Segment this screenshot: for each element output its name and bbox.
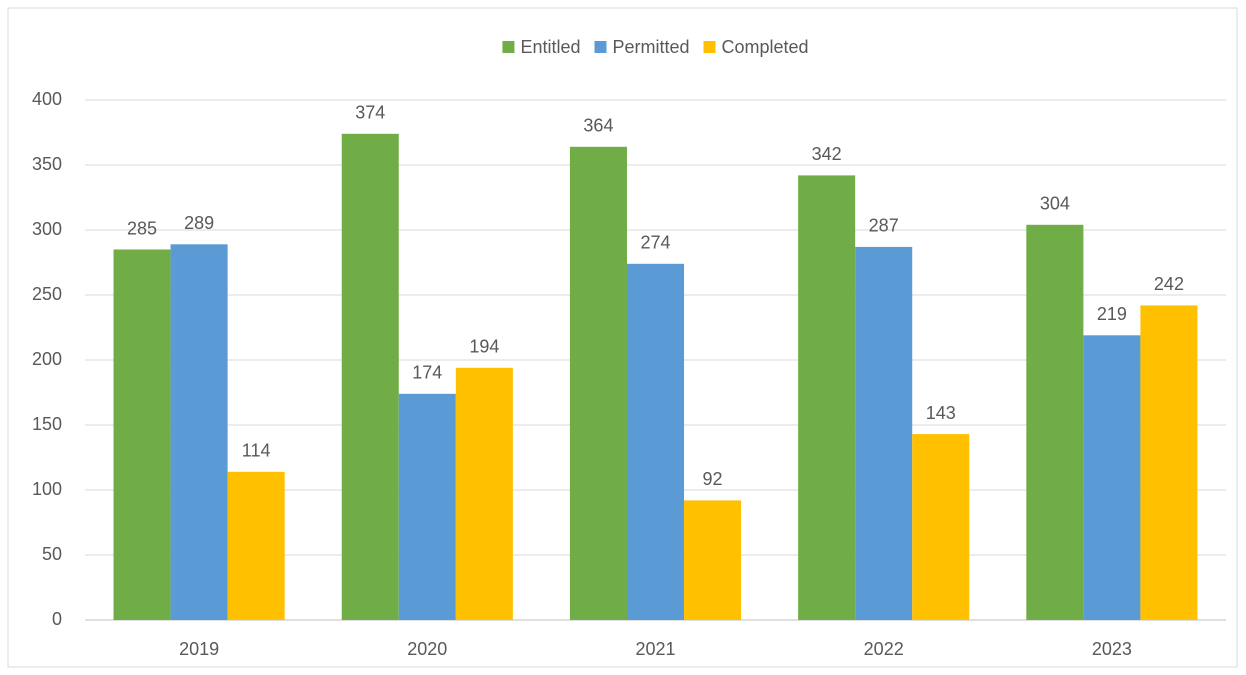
bar (1083, 335, 1141, 620)
y-tick-label: 350 (32, 154, 62, 174)
bar (626, 263, 685, 620)
bar (684, 500, 742, 620)
data-label: 143 (926, 403, 956, 423)
legend-label: Completed (722, 37, 809, 57)
bar (398, 393, 456, 620)
data-label: 274 (640, 233, 670, 253)
bar (569, 146, 627, 621)
bar (1140, 305, 1198, 620)
y-tick-label: 0 (52, 609, 62, 629)
bar (227, 471, 285, 620)
y-tick-label: 150 (32, 414, 62, 434)
data-label: 114 (242, 441, 271, 461)
data-label: 285 (127, 218, 157, 238)
data-label: 287 (869, 216, 899, 236)
bar (170, 244, 228, 621)
y-tick-label: 250 (32, 284, 62, 304)
legend-label: Entitled (520, 37, 580, 57)
data-label: 342 (812, 144, 842, 164)
legend-swatch (594, 41, 607, 53)
legend-label: Permitted (612, 37, 689, 57)
bar (912, 434, 970, 620)
legend-swatch (703, 41, 716, 53)
legend-swatch (502, 41, 515, 53)
bar (113, 249, 171, 620)
bar (798, 175, 856, 620)
bar (1026, 224, 1084, 621)
y-tick-label: 400 (32, 89, 62, 109)
y-tick-label: 50 (42, 544, 62, 564)
x-tick-label: 2023 (1092, 639, 1132, 659)
y-tick-label: 200 (32, 349, 62, 369)
data-label: 374 (355, 103, 385, 123)
data-label: 219 (1097, 304, 1127, 324)
bar (455, 367, 513, 620)
x-tick-label: 2022 (864, 639, 904, 659)
data-label: 92 (703, 469, 723, 489)
x-tick-label: 2020 (407, 639, 447, 659)
y-tick-label: 300 (32, 219, 62, 239)
data-label: 174 (412, 363, 442, 383)
x-tick-label: 2021 (635, 639, 675, 659)
y-tick-label: 100 (32, 479, 62, 499)
x-tick-label: 2019 (179, 639, 219, 659)
data-label: 194 (469, 337, 499, 357)
data-label: 364 (583, 116, 613, 136)
bar (855, 246, 913, 620)
bar (341, 133, 399, 621)
data-label: 289 (184, 213, 214, 233)
data-label: 242 (1154, 274, 1184, 294)
data-label: 304 (1040, 194, 1070, 214)
